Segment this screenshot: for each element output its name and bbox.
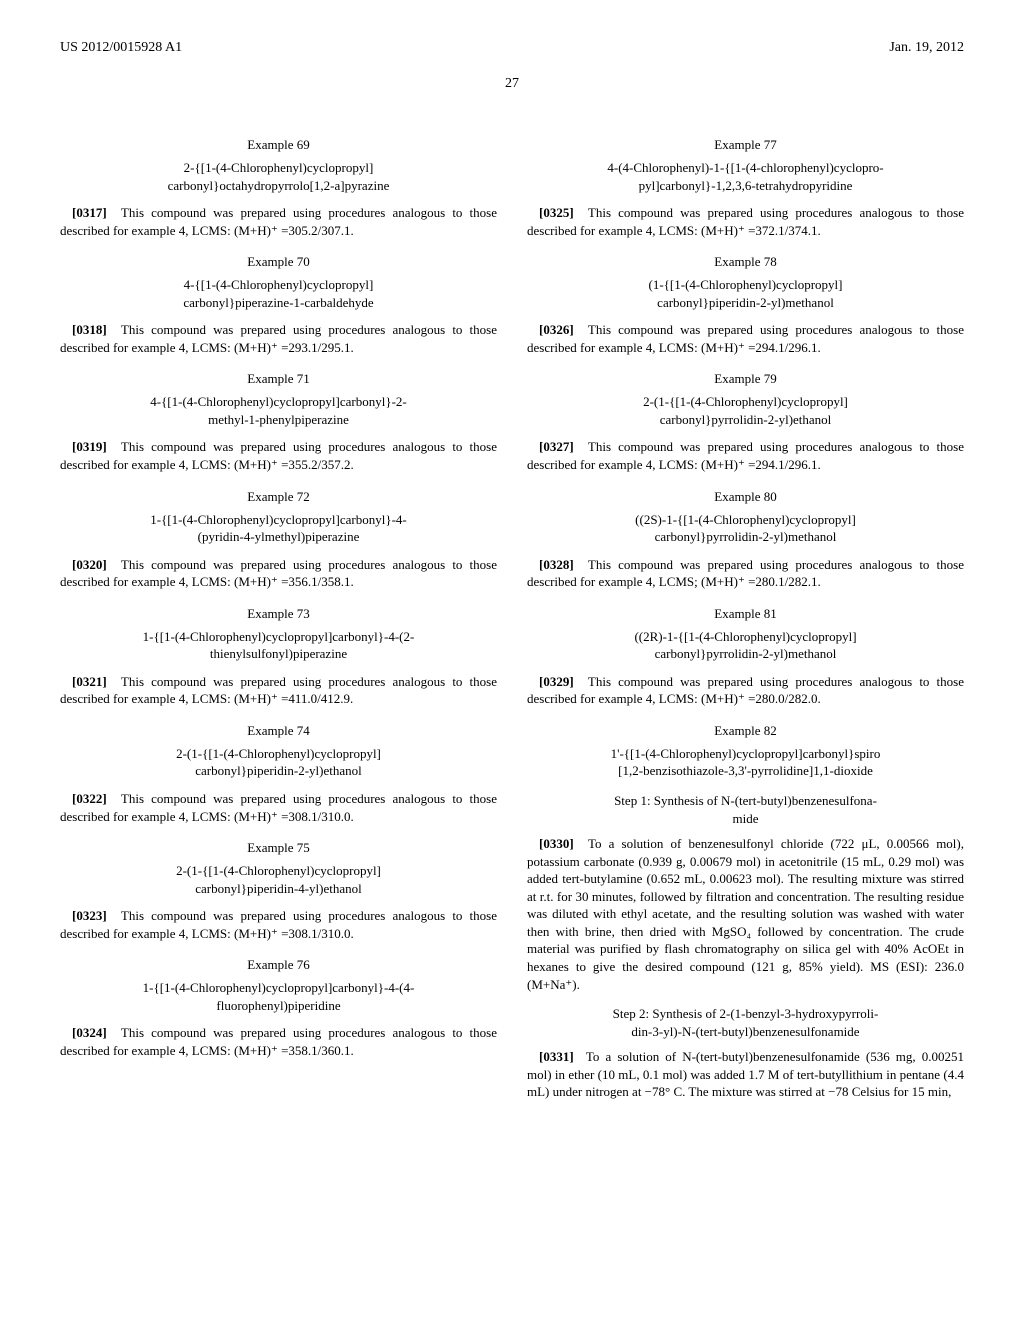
example-heading: Example 76 <box>60 957 497 973</box>
compound-title: ((2R)-1-{[1-(4-Chlorophenyl)cyclopropyl]… <box>527 628 964 663</box>
compound-title: 2-(1-{[1-(4-Chlorophenyl)cyclopropyl]car… <box>527 393 964 428</box>
right-column: Example 77 4-(4-Chlorophenyl)-1-{[1-(4-ch… <box>527 122 964 1105</box>
paragraph: [0324] This compound was prepared using … <box>60 1024 497 1059</box>
step-heading: Step 1: Synthesis of N-(tert-butyl)benze… <box>527 792 964 827</box>
para-number: [0326] <box>539 322 574 337</box>
para-number: [0321] <box>72 674 107 689</box>
compound-title: 2-{[1-(4-Chlorophenyl)cyclopropyl]carbon… <box>60 159 497 194</box>
example-heading: Example 70 <box>60 254 497 270</box>
compound-title: 4-{[1-(4-Chlorophenyl)cyclopropyl]carbon… <box>60 276 497 311</box>
para-number: [0323] <box>72 908 107 923</box>
para-number: [0328] <box>539 557 574 572</box>
para-number: [0325] <box>539 205 574 220</box>
example-heading: Example 72 <box>60 489 497 505</box>
para-number: [0318] <box>72 322 107 337</box>
para-number: [0324] <box>72 1025 107 1040</box>
example-heading: Example 80 <box>527 489 964 505</box>
paragraph: [0329] This compound was prepared using … <box>527 673 964 708</box>
paragraph: [0328] This compound was prepared using … <box>527 556 964 591</box>
compound-title: 4-{[1-(4-Chlorophenyl)cyclopropyl]carbon… <box>60 393 497 428</box>
compound-title: 1'-{[1-(4-Chlorophenyl)cyclopropyl]carbo… <box>527 745 964 780</box>
para-number: [0331] <box>539 1049 574 1064</box>
para-number: [0330] <box>539 836 574 851</box>
compound-title: 1-{[1-(4-Chlorophenyl)cyclopropyl]carbon… <box>60 511 497 546</box>
para-number: [0317] <box>72 205 107 220</box>
compound-title: 1-{[1-(4-Chlorophenyl)cyclopropyl]carbon… <box>60 979 497 1014</box>
compound-title: 2-(1-{[1-(4-Chlorophenyl)cyclopropyl]car… <box>60 862 497 897</box>
para-number: [0329] <box>539 674 574 689</box>
example-heading: Example 74 <box>60 723 497 739</box>
paragraph: [0319] This compound was prepared using … <box>60 438 497 473</box>
page-number: 27 <box>60 76 964 92</box>
para-number: [0327] <box>539 439 574 454</box>
example-heading: Example 77 <box>527 137 964 153</box>
step-heading: Step 2: Synthesis of 2-(1-benzyl-3-hydro… <box>527 1005 964 1040</box>
content-columns: Example 69 2-{[1-(4-Chlorophenyl)cyclopro… <box>60 122 964 1105</box>
example-heading: Example 81 <box>527 606 964 622</box>
publication-date: Jan. 19, 2012 <box>889 40 964 56</box>
paragraph: [0325] This compound was prepared using … <box>527 204 964 239</box>
example-heading: Example 71 <box>60 371 497 387</box>
para-number: [0322] <box>72 791 107 806</box>
compound-title: 2-(1-{[1-(4-Chlorophenyl)cyclopropyl]car… <box>60 745 497 780</box>
compound-title: (1-{[1-(4-Chlorophenyl)cyclopropyl]carbo… <box>527 276 964 311</box>
example-heading: Example 82 <box>527 723 964 739</box>
example-heading: Example 79 <box>527 371 964 387</box>
paragraph: [0318] This compound was prepared using … <box>60 321 497 356</box>
example-heading: Example 69 <box>60 137 497 153</box>
paragraph: [0322] This compound was prepared using … <box>60 790 497 825</box>
page-header: US 2012/0015928 A1 Jan. 19, 2012 <box>60 40 964 56</box>
example-heading: Example 73 <box>60 606 497 622</box>
compound-title: 1-{[1-(4-Chlorophenyl)cyclopropyl]carbon… <box>60 628 497 663</box>
compound-title: 4-(4-Chlorophenyl)-1-{[1-(4-chlorophenyl… <box>527 159 964 194</box>
example-heading: Example 75 <box>60 840 497 856</box>
paragraph: [0317] This compound was prepared using … <box>60 204 497 239</box>
para-number: [0320] <box>72 557 107 572</box>
paragraph: [0321] This compound was prepared using … <box>60 673 497 708</box>
paragraph: [0326] This compound was prepared using … <box>527 321 964 356</box>
paragraph: [0331] To a solution of N-(tert-butyl)be… <box>527 1048 964 1101</box>
paragraph: [0330] To a solution of benzenesulfonyl … <box>527 835 964 993</box>
paragraph: [0327] This compound was prepared using … <box>527 438 964 473</box>
paragraph: [0320] This compound was prepared using … <box>60 556 497 591</box>
patent-number: US 2012/0015928 A1 <box>60 40 182 56</box>
example-heading: Example 78 <box>527 254 964 270</box>
left-column: Example 69 2-{[1-(4-Chlorophenyl)cyclopro… <box>60 122 497 1105</box>
compound-title: ((2S)-1-{[1-(4-Chlorophenyl)cyclopropyl]… <box>527 511 964 546</box>
para-number: [0319] <box>72 439 107 454</box>
paragraph: [0323] This compound was prepared using … <box>60 907 497 942</box>
